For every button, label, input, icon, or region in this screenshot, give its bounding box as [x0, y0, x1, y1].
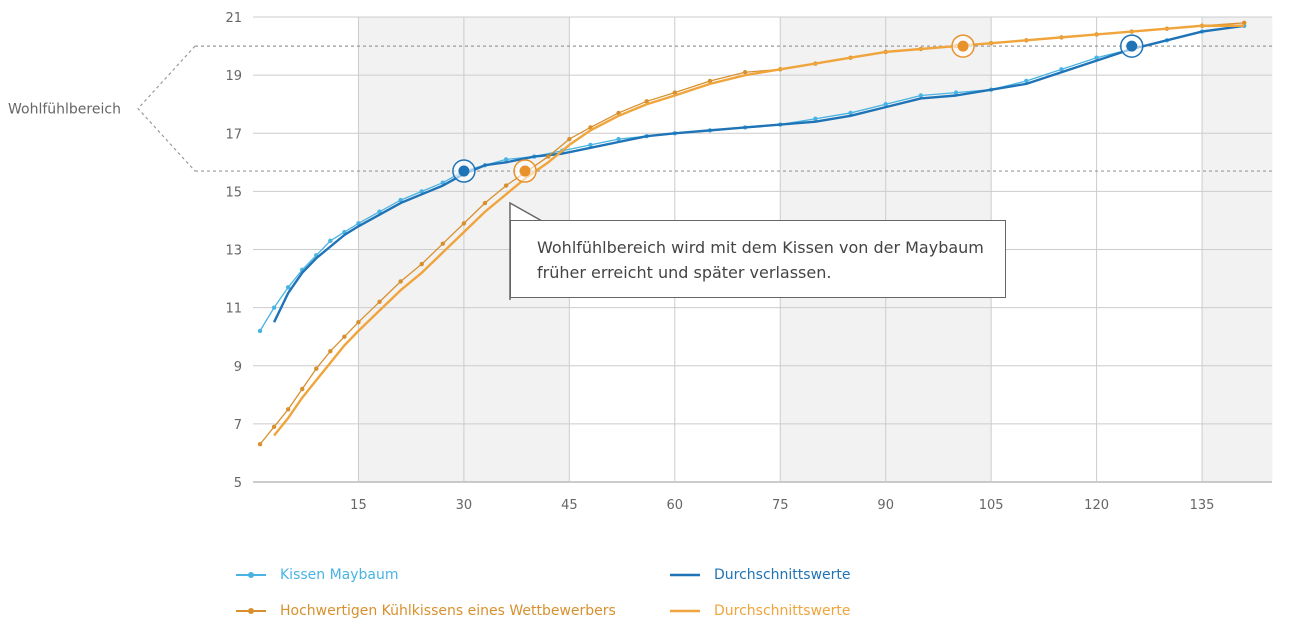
legend-swatch-durchschnitt-blau — [670, 573, 700, 577]
series-2-point-21 — [672, 90, 677, 95]
series-0-point-9 — [398, 197, 403, 203]
series-0-point-1 — [271, 305, 277, 310]
series-0-point-24 — [813, 116, 818, 121]
series-2-point-0 — [257, 442, 263, 447]
legend-swatch-wettbewerber — [236, 608, 266, 614]
legend-label: Durchschnittswerte — [714, 567, 851, 583]
series-2-point-4 — [314, 366, 319, 371]
legend-swatch-kissen-maybaum — [236, 572, 266, 578]
legend-item-wettbewerber: Hochwertigen Kühlkissens eines Wettbewer… — [236, 603, 616, 619]
series-2-point-8 — [377, 299, 382, 305]
y-tick-label-11: 11 — [225, 302, 242, 317]
highlight-dot-2 — [957, 40, 969, 52]
comfort-zone: Wohlfühlbereich — [8, 45, 1272, 172]
y-tick-label-7: 7 — [234, 418, 242, 433]
y-tick-label-5: 5 — [234, 476, 242, 491]
series-0-point-27 — [918, 93, 924, 98]
x-tick-label-75: 75 — [772, 498, 789, 513]
legend-label: Hochwertigen Kühlkissens eines Wettbewer… — [280, 603, 616, 619]
highlight-dot-1 — [519, 165, 531, 177]
legend-item-durchschnitt-blau: Durchschnittswerte — [670, 567, 851, 583]
series-0-point-26 — [883, 102, 888, 107]
series-2-point-19 — [616, 110, 621, 116]
series-2-point-13 — [482, 200, 488, 206]
x-tick-label-135: 135 — [1190, 498, 1215, 513]
series-0-point-17 — [588, 142, 593, 148]
series-0-point-5 — [328, 238, 333, 244]
x-tick-label-120: 120 — [1084, 498, 1109, 513]
series-0-point-30 — [1024, 78, 1029, 84]
series-0-point-18 — [616, 136, 621, 142]
series-2-point-3 — [300, 386, 305, 392]
series-0-point-0 — [257, 328, 263, 334]
comfort-zone-label: Wohlfühlbereich — [8, 102, 121, 118]
y-axis-tick-labels: 5 7 9 11 13 15 17 19 21 — [225, 11, 242, 491]
legend-item-kissen-maybaum: Kissen Maybaum — [236, 567, 399, 583]
y-tick-label-19: 19 — [225, 69, 242, 84]
series-2-point-11 — [440, 241, 446, 246]
x-tick-label-105: 105 — [979, 498, 1004, 513]
series-line-3 — [273, 24, 1245, 437]
series-2-point-16 — [546, 154, 551, 159]
series-0-point-28 — [953, 90, 959, 95]
series-2-point-1 — [271, 424, 277, 429]
series-line-1 — [273, 24, 1245, 323]
x-tick-label-90: 90 — [877, 498, 894, 513]
highlight-dot-0 — [458, 165, 470, 177]
legend-label: Durchschnittswerte — [714, 603, 851, 619]
series-2-point-5 — [328, 349, 333, 354]
legend-item-durchschnitt-orange: Durchschnittswerte — [670, 603, 851, 619]
series-2-point-22 — [707, 78, 713, 84]
x-tick-label-30: 30 — [456, 498, 473, 513]
x-axis-tick-labels: 15 30 45 60 75 90 105 120 135 — [350, 498, 1214, 513]
annotation-box: Wohlfühlbereich wird mit dem Kissen von … — [510, 220, 1006, 298]
series-2-point-12 — [461, 221, 467, 226]
highlight-dot-3 — [1126, 40, 1138, 52]
series-0-point-25 — [848, 110, 853, 116]
y-tick-label-13: 13 — [225, 244, 242, 259]
series-2-point-37 — [1242, 20, 1247, 26]
series-2-point-17 — [567, 136, 572, 142]
series-2-point-2 — [285, 407, 291, 412]
highlight-points — [452, 34, 1144, 183]
series-0-point-14 — [503, 157, 509, 162]
data-series — [257, 20, 1247, 447]
y-tick-label-15: 15 — [225, 185, 242, 200]
y-tick-label-17: 17 — [225, 127, 242, 142]
annotation-line-2: früher erreicht und später verlassen. — [537, 263, 832, 282]
series-2-point-7 — [356, 319, 361, 325]
legend-label: Kissen Maybaum — [280, 567, 399, 583]
series-0-point-32 — [1094, 55, 1099, 60]
series-2-point-6 — [342, 334, 347, 339]
series-2-point-14 — [503, 183, 509, 188]
comfort-zone-bracket — [137, 45, 196, 172]
series-2-point-10 — [419, 261, 424, 267]
x-tick-label-15: 15 — [350, 498, 367, 513]
y-tick-label-9: 9 — [234, 360, 242, 375]
series-0-point-10 — [419, 189, 424, 194]
y-tick-label-21: 21 — [225, 11, 242, 26]
x-tick-label-45: 45 — [561, 498, 578, 513]
series-2-point-23 — [742, 70, 748, 75]
series-0-point-2 — [285, 285, 291, 290]
legend-swatch-durchschnitt-orange — [670, 609, 700, 613]
series-2-point-20 — [644, 99, 649, 104]
series-0-point-31 — [1059, 67, 1064, 72]
series-2-point-9 — [398, 279, 403, 284]
x-tick-label-60: 60 — [667, 498, 684, 513]
annotation-line-1: Wohlfühlbereich wird mit dem Kissen von … — [537, 238, 984, 257]
